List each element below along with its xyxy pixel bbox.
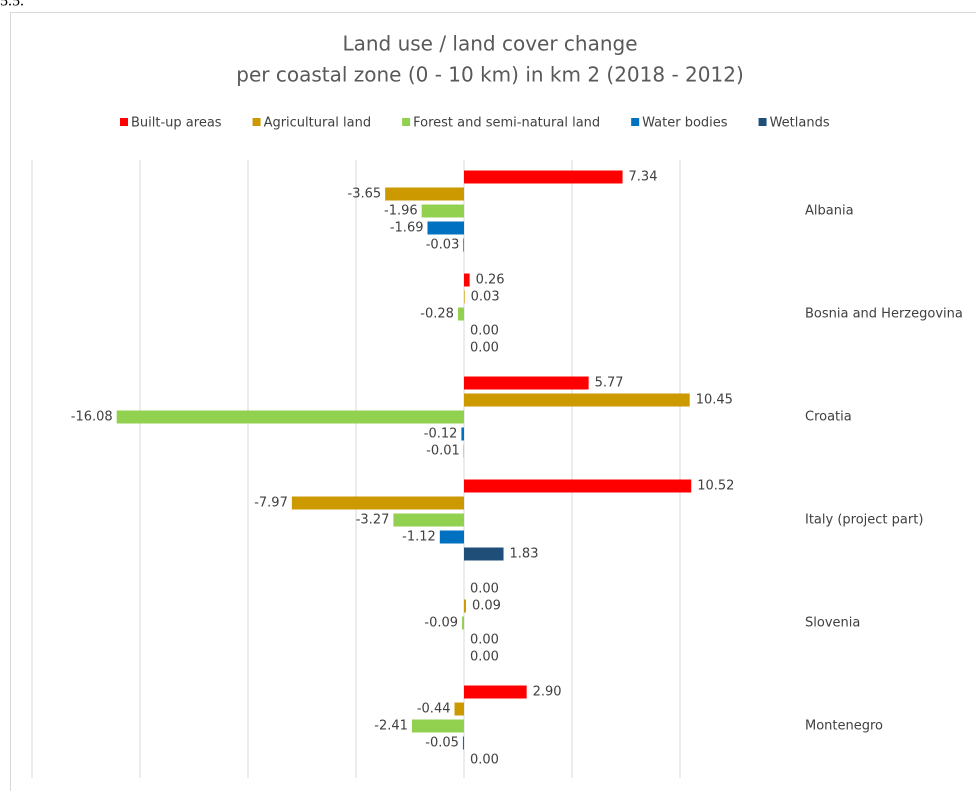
data-label: 0.09 [472,599,501,614]
data-label: -1.12 [402,530,436,545]
chart-title: Land use / land cover change [342,32,637,56]
bar [461,428,464,441]
data-label: -0.03 [426,238,460,253]
data-label: 0.00 [470,582,499,597]
data-label: -1.69 [390,221,424,236]
bar [464,377,589,390]
category-label: Italy (project part) [805,513,923,528]
data-label: 0.00 [470,324,499,339]
bar [422,205,464,218]
legend-label: Built-up areas [131,116,222,131]
bar [412,720,464,733]
data-label: 0.00 [470,753,499,768]
bar [292,497,464,510]
bar [464,600,466,613]
bar [464,480,691,493]
legend-label: Agricultural land [264,116,372,131]
data-label: -0.01 [426,444,460,459]
data-label: -3.65 [348,187,382,202]
legend-swatch [759,118,767,126]
bar [458,308,464,321]
data-label: -2.41 [374,719,408,734]
data-label: -0.09 [424,616,458,631]
bar [440,531,464,544]
data-label: -7.97 [254,496,288,511]
legend-swatch [253,118,261,126]
chart-title: per coastal zone (0 - 10 km) in km 2 (20… [236,63,744,87]
legend-label: Forest and semi-natural land [413,116,600,131]
bar [464,291,465,304]
data-label: 0.00 [470,650,499,665]
data-label: -1.96 [384,204,418,219]
category-label: Bosnia and Herzegovina [805,307,963,322]
category-label: Slovenia [805,616,860,631]
data-label: -0.28 [420,307,454,322]
category-label: Croatia [805,410,852,425]
category-label: Montenegro [805,719,883,734]
data-label: -0.12 [424,427,458,442]
bar [464,686,527,699]
bar [454,703,464,716]
data-label: 0.00 [470,633,499,648]
data-label: 2.90 [533,685,562,700]
data-label: 10.45 [696,393,733,408]
bar [385,188,464,201]
data-label: 0.26 [476,273,505,288]
data-label: -3.27 [356,513,390,528]
data-label: 0.00 [470,341,499,356]
legend-label: Wetlands [770,116,830,131]
bar [464,171,623,184]
bar [427,222,464,235]
bar [464,274,470,287]
bar [464,548,504,561]
bar [463,737,464,750]
legend-swatch [402,118,410,126]
legend-swatch [120,118,128,126]
bar [393,514,464,527]
bar [117,411,464,424]
bar [462,617,464,630]
data-label: 1.83 [510,547,539,562]
legend-label: Water bodies [642,116,728,131]
data-label: 5.77 [595,376,624,391]
page-fragment: 5.5. [0,0,24,10]
data-label: -0.44 [417,702,451,717]
data-label: 7.34 [629,170,658,185]
data-label: -0.05 [425,736,459,751]
legend-swatch [631,118,639,126]
data-label: 0.03 [471,290,500,305]
category-label: Albania [805,204,854,219]
bar [464,394,690,407]
data-label: 10.52 [697,479,734,494]
data-label: -16.08 [71,410,113,425]
bar [463,239,464,252]
